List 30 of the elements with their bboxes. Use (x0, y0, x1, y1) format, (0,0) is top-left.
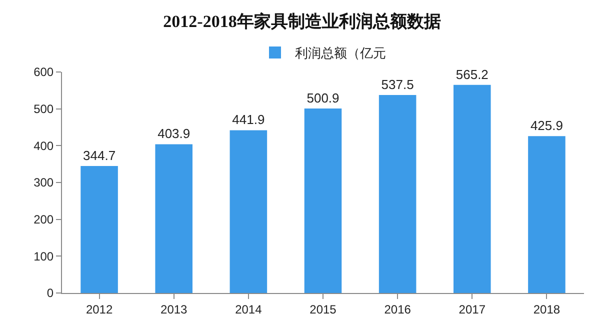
data-label: 537.5 (381, 77, 414, 92)
x-tick-label: 2017 (458, 302, 486, 316)
bar (230, 130, 268, 293)
x-tick-label: 2013 (160, 302, 188, 316)
bar (80, 166, 118, 293)
data-label: 344.7 (83, 148, 116, 164)
bar (304, 108, 342, 293)
x-tick-label: 2016 (384, 302, 412, 316)
data-label: 425.9 (530, 118, 563, 134)
legend-label: 利润总额（亿元 (295, 46, 386, 62)
y-tick-label: 100 (34, 249, 54, 264)
y-tick-label: 400 (34, 138, 54, 153)
data-label: 500.9 (306, 90, 340, 106)
x-tick-label: 2018 (533, 302, 560, 316)
y-tick-label: 200 (34, 212, 54, 227)
data-label: 565.2 (456, 66, 488, 82)
y-tick-label: 300 (34, 176, 54, 190)
x-tick-label: 2014 (235, 302, 262, 316)
bar (155, 144, 192, 293)
x-tick-label: 2012 (86, 302, 113, 316)
bar (378, 95, 416, 293)
y-tick-label: 0 (46, 286, 54, 300)
x-tick-label: 2015 (310, 302, 337, 316)
chart-title: 2012-2018年家具制造业利润总额数据 (163, 12, 441, 31)
bar (454, 84, 491, 293)
y-tick-label: 500 (34, 102, 54, 116)
y-tick-label: 600 (34, 65, 54, 80)
data-label: 403.9 (158, 126, 190, 142)
bar (528, 136, 566, 293)
data-label: 441.9 (232, 112, 265, 128)
